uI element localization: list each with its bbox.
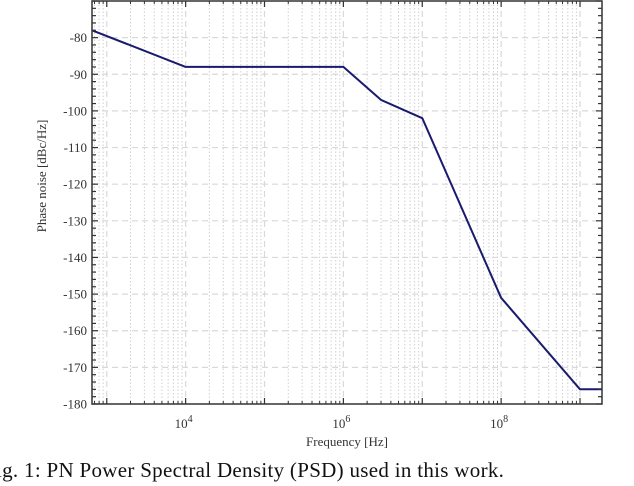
data-series (91, 29, 602, 391)
y-tick-label: -80 (70, 30, 87, 45)
grid-minor (94, 1, 577, 404)
series-line (91, 29, 602, 391)
y-tick-label: -140 (63, 250, 87, 265)
x-tick-label: 108 (490, 414, 508, 431)
x-tick-labels: 104 106 108 (175, 414, 509, 431)
y-tick-label: -100 (63, 103, 87, 118)
figure-caption: Fig. 1: PN Power Spectral Density (PSD) … (0, 458, 505, 482)
plot-frame (91, 0, 603, 405)
x-tick-label: 106 (332, 414, 350, 431)
axis-ticks (92, 0, 602, 405)
y-tick-label: -130 (63, 213, 87, 228)
y-tick-label: -160 (63, 323, 87, 338)
y-tick-label: -180 (63, 397, 87, 412)
y-axis-label: Phase noise [dBc/Hz] (34, 120, 49, 233)
x-tick-label: 104 (175, 414, 193, 431)
y-tick-label: -170 (63, 360, 87, 375)
axes-frame (91, 0, 603, 405)
y-tick-label: -90 (70, 67, 87, 82)
grid-major (92, 1, 602, 404)
y-tick-label: -110 (64, 140, 87, 155)
x-axis-label: Frequency [Hz] (306, 434, 388, 449)
y-tick-label: -120 (63, 177, 87, 192)
y-tick-labels: -80 -90 -100 -110 -120 -130 -140 -150 -160 -170 -1… (63, 30, 87, 411)
y-tick-label: -150 (63, 287, 87, 302)
